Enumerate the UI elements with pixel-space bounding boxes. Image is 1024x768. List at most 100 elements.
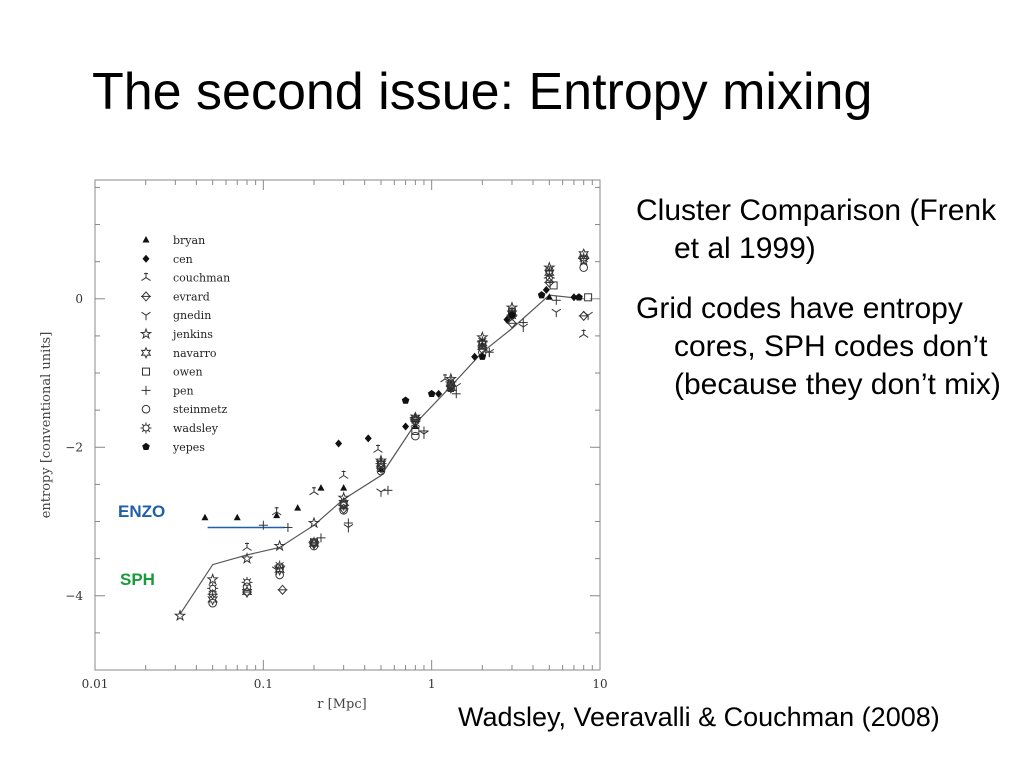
y-tick-label: −4 — [65, 589, 83, 603]
point-navarro — [241, 585, 253, 599]
point-navarro — [578, 248, 590, 261]
bullet-grid-codes: Grid codes have entropy cores, SPH codes… — [636, 292, 1001, 401]
point-pen — [283, 522, 293, 532]
point-evrard — [277, 584, 288, 596]
point-navarro — [274, 563, 285, 576]
point-steinmetz — [579, 263, 588, 272]
point-yepes — [401, 396, 410, 404]
point-gnedin — [518, 323, 529, 332]
bullet-list: Cluster Comparison (Frenk et al 1999) Gr… — [636, 192, 1016, 426]
point-wadsley — [578, 252, 590, 264]
point-jenkins — [307, 516, 321, 529]
legend-marker-bryan — [142, 236, 150, 243]
point-gnedin — [343, 524, 354, 533]
point-bryan — [201, 513, 209, 521]
point-jenkins — [240, 552, 254, 564]
point-wadsley — [308, 536, 320, 548]
point-pen — [451, 389, 461, 399]
y-tick-label: 0 — [75, 292, 83, 306]
point-gnedin — [551, 308, 562, 318]
point-yepes — [575, 293, 583, 301]
point-cen — [402, 422, 410, 431]
x-tick-label: 0.1 — [254, 677, 273, 691]
point-cen — [542, 285, 550, 294]
citation: Wadsley, Veeravalli & Couchman (2008) — [458, 702, 940, 732]
point-yepes — [478, 352, 487, 360]
legend-marker-couchman — [141, 272, 151, 282]
plot-frame — [94, 179, 601, 671]
legend-marker-navarro — [140, 346, 152, 359]
legend-label-gnedin: gnedin — [173, 309, 211, 322]
point-cen — [364, 434, 372, 443]
point-owen — [549, 281, 558, 290]
sph-mean-curve — [179, 294, 584, 615]
x-tick-label: 1 — [428, 677, 436, 691]
legend-marker-owen — [142, 367, 150, 376]
point-couchman — [338, 470, 349, 479]
point-couchman — [242, 542, 252, 551]
point-wadsley — [274, 560, 286, 572]
legend-marker-wadsley — [140, 422, 152, 434]
legend-label-couchman: couchman — [173, 272, 230, 285]
legend-label-evrard: evrard — [173, 290, 210, 303]
point-cen — [570, 293, 578, 302]
point-wadsley — [375, 458, 387, 470]
point-wadsley — [543, 272, 555, 284]
point-cen — [471, 352, 479, 361]
point-jenkins — [444, 372, 458, 385]
point-steinmetz — [242, 582, 252, 592]
point-bryan — [233, 513, 241, 521]
legend-marker-steinmetz — [141, 404, 151, 414]
point-jenkins — [374, 454, 388, 466]
legend-marker-jenkins — [139, 327, 153, 340]
point-couchman — [578, 329, 589, 338]
point-bryan — [545, 293, 553, 300]
x-tick-label: 10 — [592, 677, 607, 691]
point-cen — [503, 315, 511, 324]
enzo-label: ENZO — [118, 502, 165, 521]
point-navarro — [543, 266, 555, 279]
legend-marker-yepes — [142, 442, 150, 451]
point-wadsley — [241, 576, 253, 588]
point-wadsley — [409, 413, 421, 425]
axis-ticks — [94, 180, 600, 671]
point-owen — [411, 426, 420, 435]
point-couchman — [373, 444, 383, 453]
point-wadsley — [476, 336, 488, 348]
legend-label-bryan: bryan — [173, 234, 205, 247]
point-gnedin — [583, 311, 593, 321]
legend-label-steinmetz: steinmetz — [173, 403, 228, 416]
sph-label: SPH — [120, 570, 155, 589]
point-navarro — [308, 537, 320, 550]
bullet-cluster-comparison: Cluster Comparison (Frenk et al 1999) — [636, 194, 997, 265]
point-cen — [335, 439, 343, 448]
point-yepes — [508, 311, 516, 319]
point-pen — [551, 295, 561, 305]
x-tick-label: 0.01 — [82, 677, 109, 691]
point-steinmetz — [446, 379, 456, 389]
point-pen — [419, 426, 429, 436]
point-owen — [584, 293, 593, 302]
legend-label-jenkins: jenkins — [171, 328, 213, 341]
legend-marker-pen — [141, 385, 151, 395]
point-jenkins — [409, 412, 422, 425]
x-axis-title: r [Mpc] — [317, 697, 366, 712]
legend-label-cen: cen — [173, 253, 193, 266]
point-couchman — [309, 486, 319, 496]
point-pen — [316, 533, 326, 543]
point-navarro — [445, 381, 457, 395]
legend-label-owen: owen — [173, 366, 203, 379]
legend-marker-evrard — [141, 291, 151, 302]
point-yepes — [427, 389, 436, 398]
legend-label-wadsley: wadsley — [173, 422, 219, 435]
entropy-chart: 0.01 0.1 1 10 0 −2 −4 r [Mpc] entropy [convent… — [30, 165, 620, 720]
point-wadsley — [445, 376, 457, 388]
point-pen — [383, 485, 393, 495]
y-axis-title: entropy [conventional units] — [39, 332, 54, 519]
point-bryan — [340, 484, 348, 491]
legend-marker-gnedin — [141, 311, 151, 321]
point-steinmetz — [411, 431, 420, 441]
point-pen — [518, 318, 528, 328]
point-cen — [435, 389, 443, 398]
tick-labels: 0.01 0.1 1 10 0 −2 −4 — [65, 292, 607, 691]
